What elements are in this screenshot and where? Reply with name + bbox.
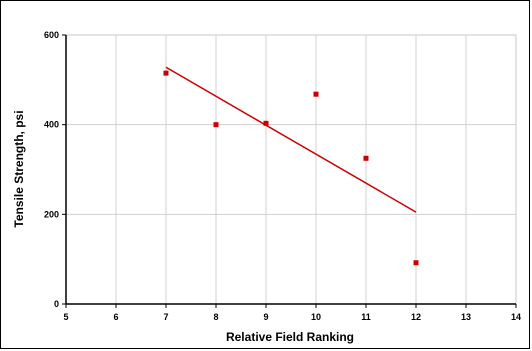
data-point bbox=[363, 155, 369, 161]
data-point bbox=[313, 91, 319, 97]
x-tick-label: 11 bbox=[361, 312, 371, 322]
y-axis-title: Tensile Strength, psi bbox=[12, 110, 26, 227]
y-tick-labels: 0 200 400 600 bbox=[44, 30, 59, 309]
trendline bbox=[165, 66, 417, 213]
plot-area-border bbox=[65, 34, 517, 305]
x-tick-labels: 5 6 7 8 9 10 11 12 13 14 bbox=[63, 312, 521, 322]
x-tick-label: 8 bbox=[213, 312, 218, 322]
data-point bbox=[413, 260, 419, 266]
x-axis-title: Relative Field Ranking bbox=[226, 330, 354, 344]
data-point bbox=[213, 122, 219, 128]
axes bbox=[62, 34, 517, 308]
x-tick-label: 14 bbox=[511, 312, 521, 322]
trendline-group bbox=[165, 66, 417, 213]
x-tick-label: 6 bbox=[113, 312, 118, 322]
x-tick-label: 10 bbox=[311, 312, 321, 322]
x-tick-label: 9 bbox=[263, 312, 268, 322]
y-tick-label: 600 bbox=[44, 30, 59, 40]
grid-lines bbox=[65, 34, 517, 305]
x-tick-label: 5 bbox=[63, 312, 68, 322]
y-tick-label: 0 bbox=[54, 299, 59, 309]
x-tick-label: 7 bbox=[163, 312, 168, 322]
data-points bbox=[163, 70, 419, 266]
y-tick-label: 400 bbox=[44, 120, 59, 130]
x-tick-label: 12 bbox=[411, 312, 421, 322]
data-point bbox=[163, 70, 169, 76]
y-tick-label: 200 bbox=[44, 209, 59, 219]
data-point bbox=[263, 120, 269, 126]
x-tick-label: 13 bbox=[461, 312, 471, 322]
